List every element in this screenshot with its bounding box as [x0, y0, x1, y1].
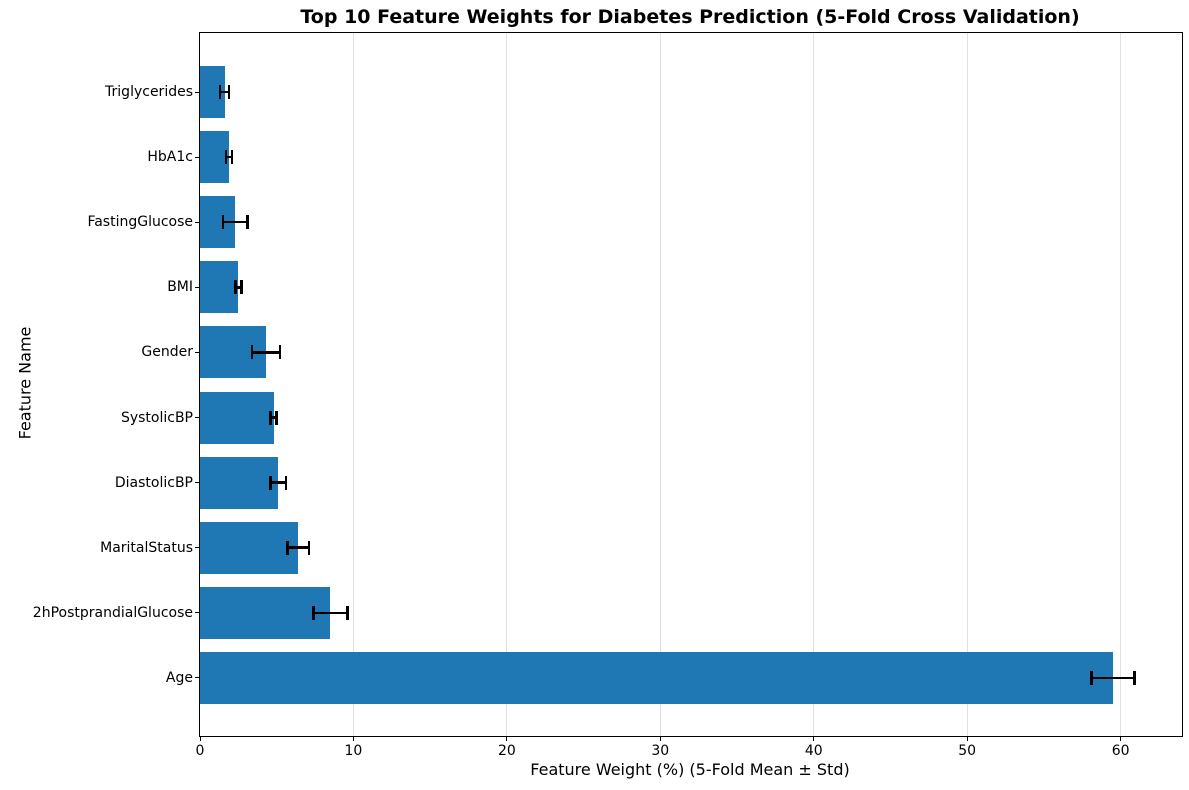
- x-tick-mark: [813, 736, 815, 741]
- error-bar-line: [219, 90, 230, 94]
- y-tick-mark: [195, 91, 200, 93]
- error-bar-cap: [278, 345, 282, 360]
- error-bar-cap: [221, 215, 225, 230]
- error-bar-line: [270, 416, 277, 419]
- y-tick-label: SystolicBP: [120, 409, 193, 426]
- x-tick-mark: [506, 736, 508, 741]
- error-bar-cap: [234, 280, 237, 295]
- y-tick-label: FastingGlucose: [87, 214, 193, 231]
- y-tick-label: DiastolicBP: [114, 474, 193, 491]
- x-tick-label: 20: [497, 743, 516, 759]
- bar-age: [200, 651, 1113, 704]
- error-bar-cap: [246, 215, 249, 230]
- bar-bmi: [200, 261, 239, 314]
- x-tick-mark: [352, 736, 354, 741]
- error-bar-line: [287, 546, 309, 549]
- bar-hba1c: [200, 131, 230, 184]
- error-bar-line: [226, 155, 233, 159]
- y-tick-label: Age: [165, 669, 193, 686]
- bar-diastolicbp: [200, 456, 279, 509]
- y-tick-mark: [195, 286, 200, 288]
- x-tick-mark: [659, 736, 661, 741]
- x-tick-label: 10: [344, 743, 363, 759]
- bar-systolicbp: [200, 391, 274, 444]
- error-bar-cap: [284, 475, 288, 490]
- bar-maritalstatus: [200, 521, 299, 574]
- y-tick-label: 2hPostprandialGlucose: [32, 604, 193, 621]
- y-axis-label: Feature Name: [15, 326, 35, 440]
- error-bar-cap: [346, 605, 349, 620]
- error-bar-line: [235, 286, 242, 289]
- error-bar-cap: [269, 475, 272, 490]
- error-bar-cap: [269, 410, 272, 425]
- error-bar-line: [252, 351, 280, 354]
- x-tick-label: 60: [1111, 743, 1130, 759]
- y-tick-mark: [195, 677, 200, 679]
- x-tick-label: 0: [195, 743, 205, 759]
- y-tick-label: Triglycerides: [105, 84, 193, 100]
- error-bar-line: [223, 220, 248, 224]
- x-axis-label: Feature Weight (%) (5-Fold Mean ± Std): [530, 760, 850, 779]
- error-bar-cap: [1133, 670, 1136, 685]
- x-tick-label: 40: [804, 743, 823, 759]
- gridline: [506, 33, 508, 736]
- error-bar-cap: [307, 540, 311, 555]
- error-bar-line: [1091, 676, 1135, 680]
- plot-area: Triglycerides HbA1c FastingGlucose BMI Gende…: [33, 32, 1183, 759]
- y-tick-mark: [195, 221, 200, 223]
- y-tick-mark: [195, 351, 200, 353]
- error-bar-cap: [218, 85, 222, 99]
- chart-title: Top 10 Feature Weights for Diabetes Pred…: [300, 6, 1080, 28]
- y-tick-mark: [195, 612, 200, 614]
- error-bar-cap: [227, 85, 231, 99]
- y-tick-label: HbA1c: [147, 149, 193, 166]
- error-bar-line: [270, 481, 286, 484]
- error-bar-cap: [286, 540, 289, 555]
- gridline: [659, 33, 661, 736]
- y-tick-mark: [195, 417, 200, 418]
- gridline: [966, 33, 968, 736]
- error-bar-cap: [224, 150, 228, 165]
- y-tick-label: BMI: [167, 279, 193, 296]
- x-tick-mark: [199, 736, 201, 741]
- error-bar-cap: [1090, 670, 1093, 685]
- y-tick-mark: [195, 482, 200, 484]
- error-bar-cap: [312, 605, 315, 620]
- y-tick-mark: [195, 156, 200, 158]
- y-tick-mark: [195, 547, 200, 549]
- x-tick-mark: [966, 736, 968, 741]
- x-tick-label: 50: [958, 743, 977, 759]
- y-tick-label: Gender: [141, 344, 193, 361]
- bar-2hpostprandialglucose: [200, 586, 331, 639]
- error-bar-cap: [250, 345, 254, 360]
- error-bar-cap: [240, 280, 243, 295]
- gridline: [813, 33, 815, 736]
- x-tick-label: 30: [651, 743, 670, 759]
- gridline: [352, 33, 354, 736]
- error-bar-cap: [275, 410, 278, 425]
- gridline: [1120, 33, 1122, 736]
- y-tick-label: MaritalStatus: [100, 539, 193, 556]
- error-bar-line: [313, 611, 348, 615]
- error-bar-cap: [230, 150, 234, 165]
- x-tick-mark: [1120, 736, 1122, 741]
